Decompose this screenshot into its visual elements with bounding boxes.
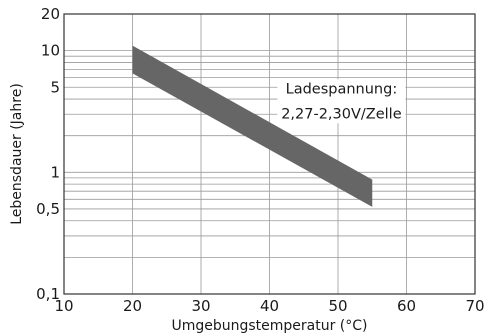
y-tick-label: 5 bbox=[50, 78, 60, 96]
x-tick-labels: 10 20 30 40 50 60 70 bbox=[54, 297, 484, 315]
x-tick-label: 30 bbox=[191, 297, 210, 315]
y-tick-label: 0,5 bbox=[36, 200, 60, 218]
x-tick-label: 50 bbox=[328, 297, 347, 315]
x-tick-label: 60 bbox=[397, 297, 416, 315]
y-tick-label: 10 bbox=[41, 42, 60, 60]
annotation-line-2: 2,27-2,30V/Zelle bbox=[281, 106, 402, 122]
x-axis-label: Umgebungstemperatur (°C) bbox=[171, 318, 367, 334]
x-tick-label: 10 bbox=[54, 297, 73, 315]
x-tick-label: 40 bbox=[260, 297, 279, 315]
grid bbox=[64, 14, 475, 294]
lifetime-band bbox=[132, 45, 373, 207]
x-tick-label: 20 bbox=[123, 297, 142, 315]
annotation-background bbox=[277, 79, 406, 124]
annotation-line-1: Ladespannung: bbox=[286, 81, 398, 97]
x-tick-label: 70 bbox=[465, 297, 484, 315]
y-tick-label: 0,1 bbox=[36, 285, 60, 303]
y-tick-labels: 0,1 0,5 1 5 10 20 bbox=[36, 5, 60, 303]
y-tick-label: 20 bbox=[41, 5, 60, 23]
y-axis-label: Lebensdauer (Jahre) bbox=[9, 83, 25, 225]
plot-frame bbox=[63, 13, 476, 295]
y-tick-label: 1 bbox=[50, 163, 60, 181]
